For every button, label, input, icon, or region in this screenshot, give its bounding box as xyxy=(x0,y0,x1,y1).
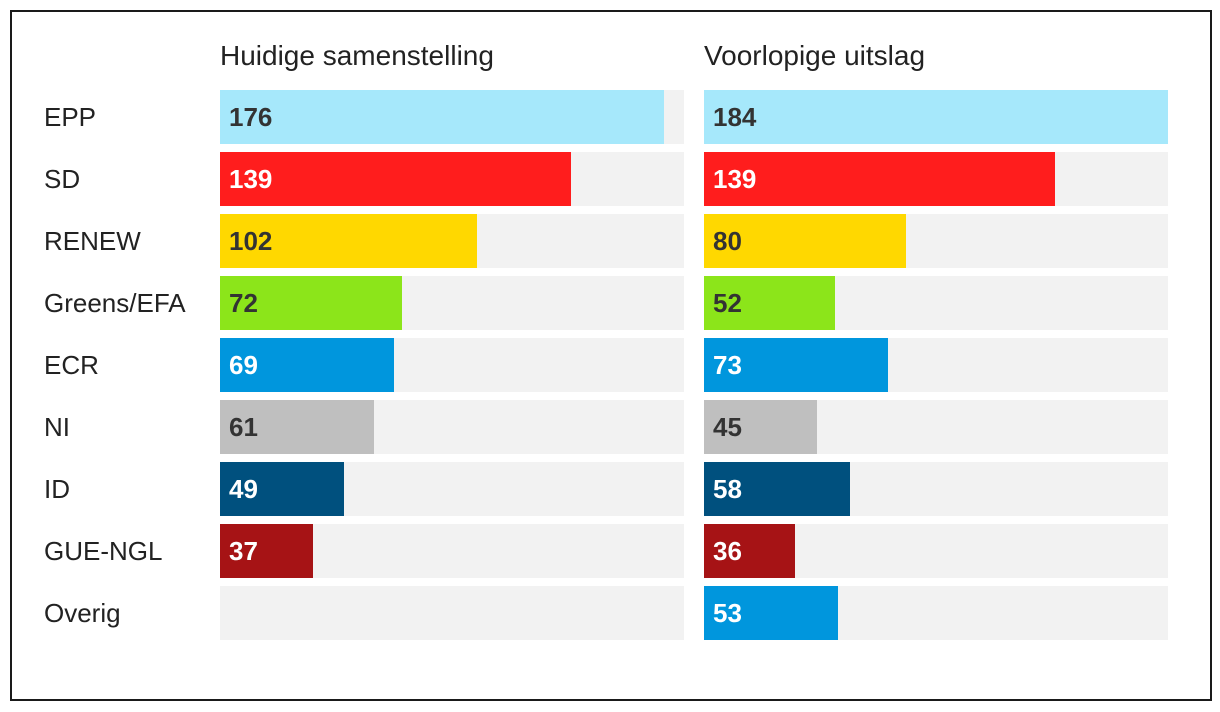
bar-track: 49 xyxy=(220,462,684,516)
bar-value-label: 139 xyxy=(713,164,757,194)
column-title-current: Huidige samenstelling xyxy=(220,40,494,71)
column-title-provisional: Voorlopige uitslag xyxy=(704,40,926,71)
bar-value-label: 45 xyxy=(713,412,742,442)
bar-track: 176 xyxy=(220,90,684,144)
bar: 45 xyxy=(704,400,817,454)
party-label: NI xyxy=(44,412,70,442)
bar-track: 53 xyxy=(704,586,1168,640)
bar: 72 xyxy=(220,276,402,330)
bar-value-label: 80 xyxy=(713,226,742,256)
bar-track xyxy=(220,586,684,640)
party-label: EPP xyxy=(44,102,97,132)
bar-value-label: 176 xyxy=(229,102,273,132)
bar: 176 xyxy=(220,90,664,144)
bar-track: 45 xyxy=(704,400,1168,454)
bar-value-label: 61 xyxy=(229,412,258,442)
bar-value-label: 139 xyxy=(229,164,273,194)
bar-track: 61 xyxy=(220,400,684,454)
bar: 61 xyxy=(220,400,374,454)
bar: 37 xyxy=(220,524,313,578)
bar-track: 69 xyxy=(220,338,684,392)
party-label: RENEW xyxy=(44,226,141,256)
bar-value-label: 58 xyxy=(713,474,742,504)
bar-value-label: 53 xyxy=(713,598,742,628)
bar-track: 139 xyxy=(220,152,684,206)
bar-value-label: 52 xyxy=(713,288,742,318)
bar-track: 36 xyxy=(704,524,1168,578)
bar-value-label: 36 xyxy=(713,536,742,566)
bar: 52 xyxy=(704,276,835,330)
bar: 58 xyxy=(704,462,850,516)
bar: 139 xyxy=(704,152,1055,206)
bar: 139 xyxy=(220,152,571,206)
bar: 49 xyxy=(220,462,344,516)
bar-value-label: 37 xyxy=(229,536,258,566)
bar: 184 xyxy=(704,90,1168,144)
bar-value-label: 49 xyxy=(229,474,258,504)
bar-track: 52 xyxy=(704,276,1168,330)
bar-track: 37 xyxy=(220,524,684,578)
bar-track: 139 xyxy=(704,152,1168,206)
bar-value-label: 184 xyxy=(713,102,757,132)
bar-value-label: 69 xyxy=(229,350,258,380)
bar-value-label: 73 xyxy=(713,350,742,380)
party-label: ECR xyxy=(44,350,99,380)
bar: 69 xyxy=(220,338,394,392)
bar-value-label: 102 xyxy=(229,226,273,256)
bar-track: 102 xyxy=(220,214,684,268)
bar: 53 xyxy=(704,586,838,640)
party-label: ID xyxy=(44,474,70,504)
bar-track: 184 xyxy=(704,90,1168,144)
bar: 73 xyxy=(704,338,888,392)
party-label: Overig xyxy=(44,598,121,628)
bar: 102 xyxy=(220,214,477,268)
bar-track: 73 xyxy=(704,338,1168,392)
bar-track: 80 xyxy=(704,214,1168,268)
bar-track: 58 xyxy=(704,462,1168,516)
bar: 80 xyxy=(704,214,906,268)
bar-track: 72 xyxy=(220,276,684,330)
party-label: Greens/EFA xyxy=(44,288,186,318)
bar: 36 xyxy=(704,524,795,578)
party-label: SD xyxy=(44,164,81,194)
party-label: GUE-NGL xyxy=(44,536,163,566)
bar-value-label: 72 xyxy=(229,288,258,318)
